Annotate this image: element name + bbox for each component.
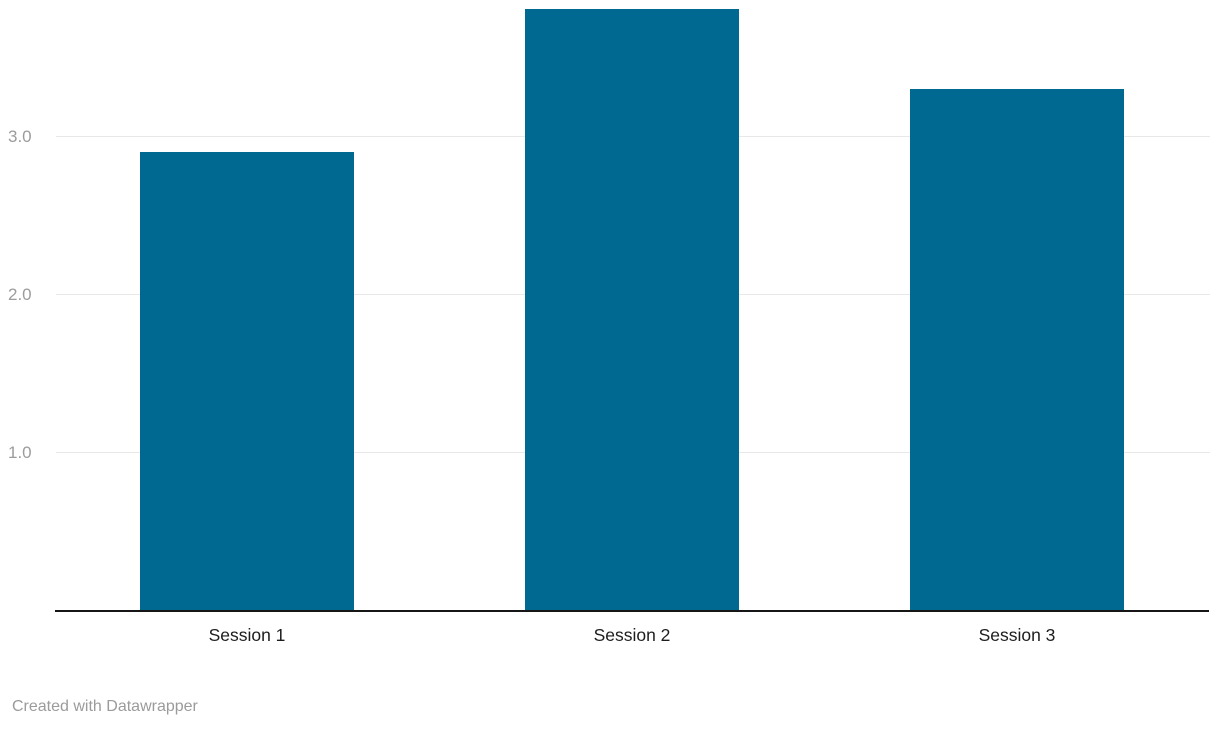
- x-axis-category-label: Session 1: [208, 625, 286, 645]
- x-axis-category-label: Session 3: [978, 625, 1056, 645]
- datawrapper-attribution-link[interactable]: Created with Datawrapper: [12, 698, 198, 715]
- y-axis-tick-label: 3.0: [8, 126, 32, 146]
- x-axis-line: [55, 610, 1209, 612]
- y-axis-tick-label: 2.0: [8, 284, 32, 304]
- x-axis-category-label: Session 2: [593, 625, 671, 645]
- y-axis-tick-label: 1.0: [8, 443, 32, 463]
- bar-session-3[interactable]: [910, 89, 1124, 611]
- bar-session-2[interactable]: [525, 9, 739, 611]
- bar-session-1[interactable]: [140, 152, 354, 611]
- plot-area: 1.0 2.0 3.0: [8, 9, 1210, 612]
